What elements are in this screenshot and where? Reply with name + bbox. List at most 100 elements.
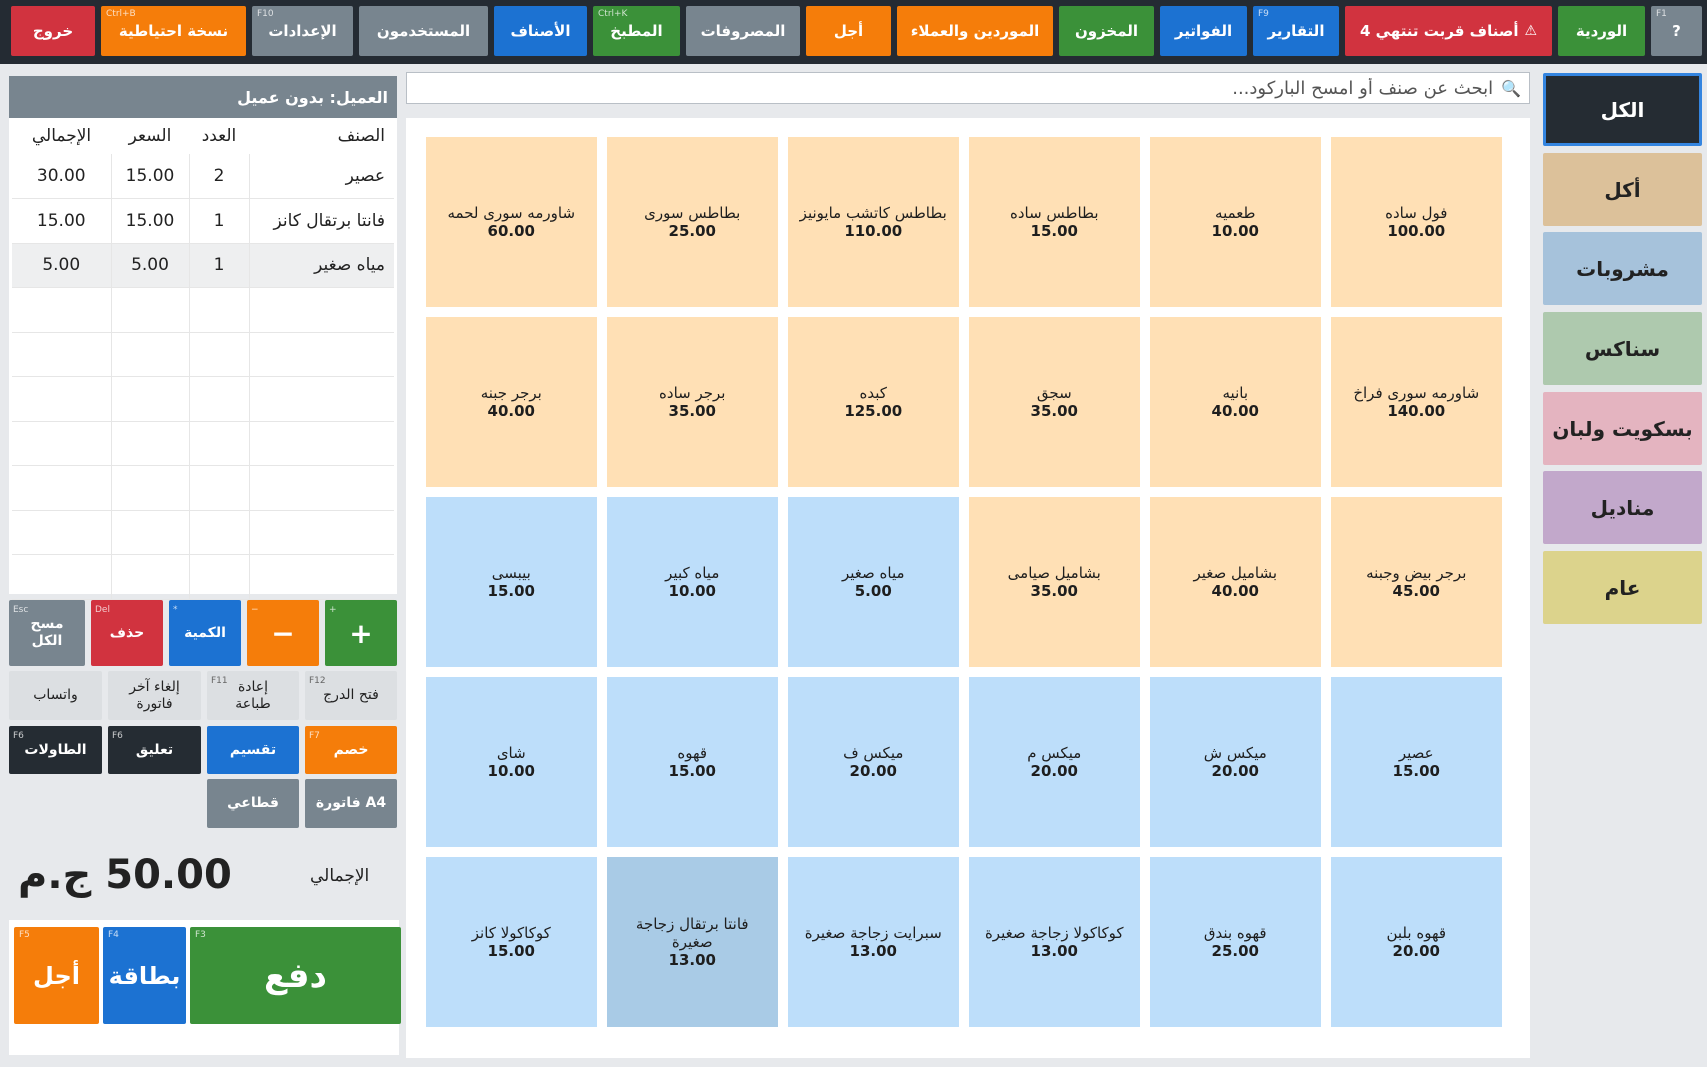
invoice-row[interactable] (12, 554, 394, 600)
product-tile[interactable]: قهوه 15.00 (606, 677, 778, 847)
customer-header[interactable]: العميل: بدون عميل (9, 76, 397, 118)
category-general[interactable]: عام (1543, 551, 1702, 624)
deferred-button[interactable]: أجل (806, 6, 891, 56)
category-snacks[interactable]: سناكس (1543, 312, 1702, 385)
cancel-last-invoice-button[interactable]: إلغاء آخر فاتورة (108, 671, 201, 720)
kitchen-button[interactable]: Ctrl+K المطبخ (593, 6, 680, 56)
quantity-button[interactable]: * الكمية (169, 600, 241, 666)
product-tile[interactable]: برجر ساده 35.00 (606, 317, 778, 487)
product-tile[interactable]: بطاطس كاتشب مايونيز 110.00 (787, 137, 959, 307)
invoice-row[interactable]: فانتا برتقال كانز 1 15.00 15.00 (12, 198, 394, 244)
total-label: الإجمالي (310, 866, 370, 886)
backup-button[interactable]: Ctrl+B نسخة احتياطية (101, 6, 246, 56)
product-name: بانيه (1222, 384, 1249, 402)
cell-total (12, 465, 111, 511)
product-price: 20.00 (1030, 762, 1078, 780)
product-price: 25.00 (1211, 942, 1259, 960)
delete-button[interactable]: Del حذف (91, 600, 163, 666)
product-tile[interactable]: كبده 125.00 (787, 317, 959, 487)
category-all[interactable]: الكل (1543, 73, 1702, 146)
decrease-qty-button[interactable]: − − (247, 600, 319, 666)
product-tile[interactable]: مياه صغير 5.00 (787, 497, 959, 667)
product-price: 110.00 (844, 222, 903, 240)
product-tile[interactable]: سجق 35.00 (968, 317, 1140, 487)
low-stock-alert-button[interactable]: ⚠ 4 أصناف قربت تنتهي (1345, 6, 1552, 56)
search-input[interactable] (413, 77, 1494, 99)
payment-panel: F3 دفع F4 بطاقة F5 أجل (9, 920, 401, 1055)
product-tile[interactable]: فول ساده 100.00 (1330, 137, 1502, 307)
category-drinks[interactable]: مشروبات (1543, 232, 1702, 305)
items-button[interactable]: الأصناف (494, 6, 587, 56)
product-tile[interactable]: قهوه بلبن 20.00 (1330, 857, 1502, 1027)
product-tile[interactable]: برجر بيض وجبنه 45.00 (1330, 497, 1502, 667)
split-button[interactable]: تقسيم (207, 726, 299, 774)
wholesale-toggle-button[interactable]: قطاعي (207, 779, 299, 828)
cell-total (12, 287, 111, 333)
invoice-row[interactable] (12, 510, 394, 555)
category-food[interactable]: أكل (1543, 153, 1702, 226)
invoice-row[interactable] (12, 465, 394, 511)
suppliers-customers-button[interactable]: الموردين والعملاء (897, 6, 1053, 56)
product-tile[interactable]: برجر جبنه 40.00 (425, 317, 597, 487)
product-tile[interactable]: بيبسى 15.00 (425, 497, 597, 667)
product-tile[interactable]: ميكس م 20.00 (968, 677, 1140, 847)
product-name: شاورمه سورى فراخ (1353, 384, 1480, 402)
category-biscuits-gum[interactable]: بسكويت ولبان (1543, 392, 1702, 465)
product-tile[interactable]: بطاطس ساده 15.00 (968, 137, 1140, 307)
inventory-button[interactable]: المخزون (1059, 6, 1154, 56)
a4-invoice-button[interactable]: فاتورة A4 (305, 779, 397, 828)
hold-button[interactable]: F6 تعليق (108, 726, 201, 774)
product-tile[interactable]: طعميه 10.00 (1149, 137, 1321, 307)
invoice-row[interactable] (12, 376, 394, 422)
whatsapp-button[interactable]: واتساب (9, 671, 102, 720)
settings-button[interactable]: F10 الإعدادات (252, 6, 353, 56)
product-name: بطاطس ساده (1009, 204, 1099, 222)
product-tile[interactable]: بانيه 40.00 (1149, 317, 1321, 487)
shift-button[interactable]: الوردية (1558, 6, 1645, 56)
product-tile[interactable]: كوكاكولا كانز 15.00 (425, 857, 597, 1027)
product-tile[interactable]: مياه كبير 10.00 (606, 497, 778, 667)
card-payment-button[interactable]: F4 بطاقة (103, 927, 186, 1024)
deferred-payment-button[interactable]: F5 أجل (14, 927, 99, 1024)
product-tile[interactable]: سبرايت زجاجة صغيرة 13.00 (787, 857, 959, 1027)
category-tissues[interactable]: مناديل (1543, 471, 1702, 544)
invoice-row[interactable] (12, 421, 394, 466)
product-price: 10.00 (1211, 222, 1259, 240)
product-grid: فول ساده 100.00 طعميه 10.00 بطاطس ساده 15.00 ب… (425, 137, 1502, 1027)
column-qty: العدد (201, 126, 237, 146)
product-name: مياه صغير (841, 564, 905, 582)
users-button[interactable]: المستخدمون (359, 6, 488, 56)
open-drawer-button[interactable]: F12 فتح الدرج (305, 671, 397, 720)
expenses-button[interactable]: المصروفات (686, 6, 800, 56)
product-tile[interactable]: شاورمه سورى لحمه 60.00 (425, 137, 597, 307)
product-tile[interactable]: ميكس ش 20.00 (1149, 677, 1321, 847)
invoice-row[interactable]: مياه صغير 1 5.00 5.00 (12, 243, 394, 288)
invoice-row[interactable] (12, 332, 394, 377)
invoice-row[interactable] (12, 287, 394, 333)
reports-button[interactable]: F9 التقارير (1253, 6, 1339, 56)
reprint-button[interactable]: F11 إعادة طباعة (207, 671, 299, 720)
clear-all-button[interactable]: Esc مسح الكل (9, 600, 85, 666)
cell-qty (188, 510, 249, 555)
product-tile[interactable]: ميكس ف 20.00 (787, 677, 959, 847)
product-tile[interactable]: بشاميل صغير 40.00 (1149, 497, 1321, 667)
invoice-row[interactable]: عصير 2 15.00 30.00 (12, 154, 394, 199)
cell-item (248, 332, 394, 377)
product-tile[interactable]: بشاميل صيامى 35.00 (968, 497, 1140, 667)
cell-price: 15.00 (110, 198, 189, 244)
product-tile[interactable]: كوكاكولا زجاجة صغيرة 13.00 (968, 857, 1140, 1027)
product-name: عصير (1398, 744, 1434, 762)
tables-button[interactable]: F6 الطاولات (9, 726, 102, 774)
help-button[interactable]: F1 ? (1651, 6, 1702, 56)
product-tile[interactable]: شاورمه سورى فراخ 140.00 (1330, 317, 1502, 487)
exit-button[interactable]: خروج (11, 6, 95, 56)
pay-button[interactable]: F3 دفع (190, 927, 401, 1024)
product-tile[interactable]: شاى 10.00 (425, 677, 597, 847)
discount-button[interactable]: F7 خصم (305, 726, 397, 774)
product-tile[interactable]: بطاطس سورى 25.00 (606, 137, 778, 307)
invoices-button[interactable]: الفواتير (1160, 6, 1247, 56)
product-tile[interactable]: فانتا برتقال زجاجة صغيرة 13.00 (606, 857, 778, 1027)
increase-qty-button[interactable]: + + (325, 600, 397, 666)
product-tile[interactable]: عصير 15.00 (1330, 677, 1502, 847)
product-tile[interactable]: قهوه بندق 25.00 (1149, 857, 1321, 1027)
